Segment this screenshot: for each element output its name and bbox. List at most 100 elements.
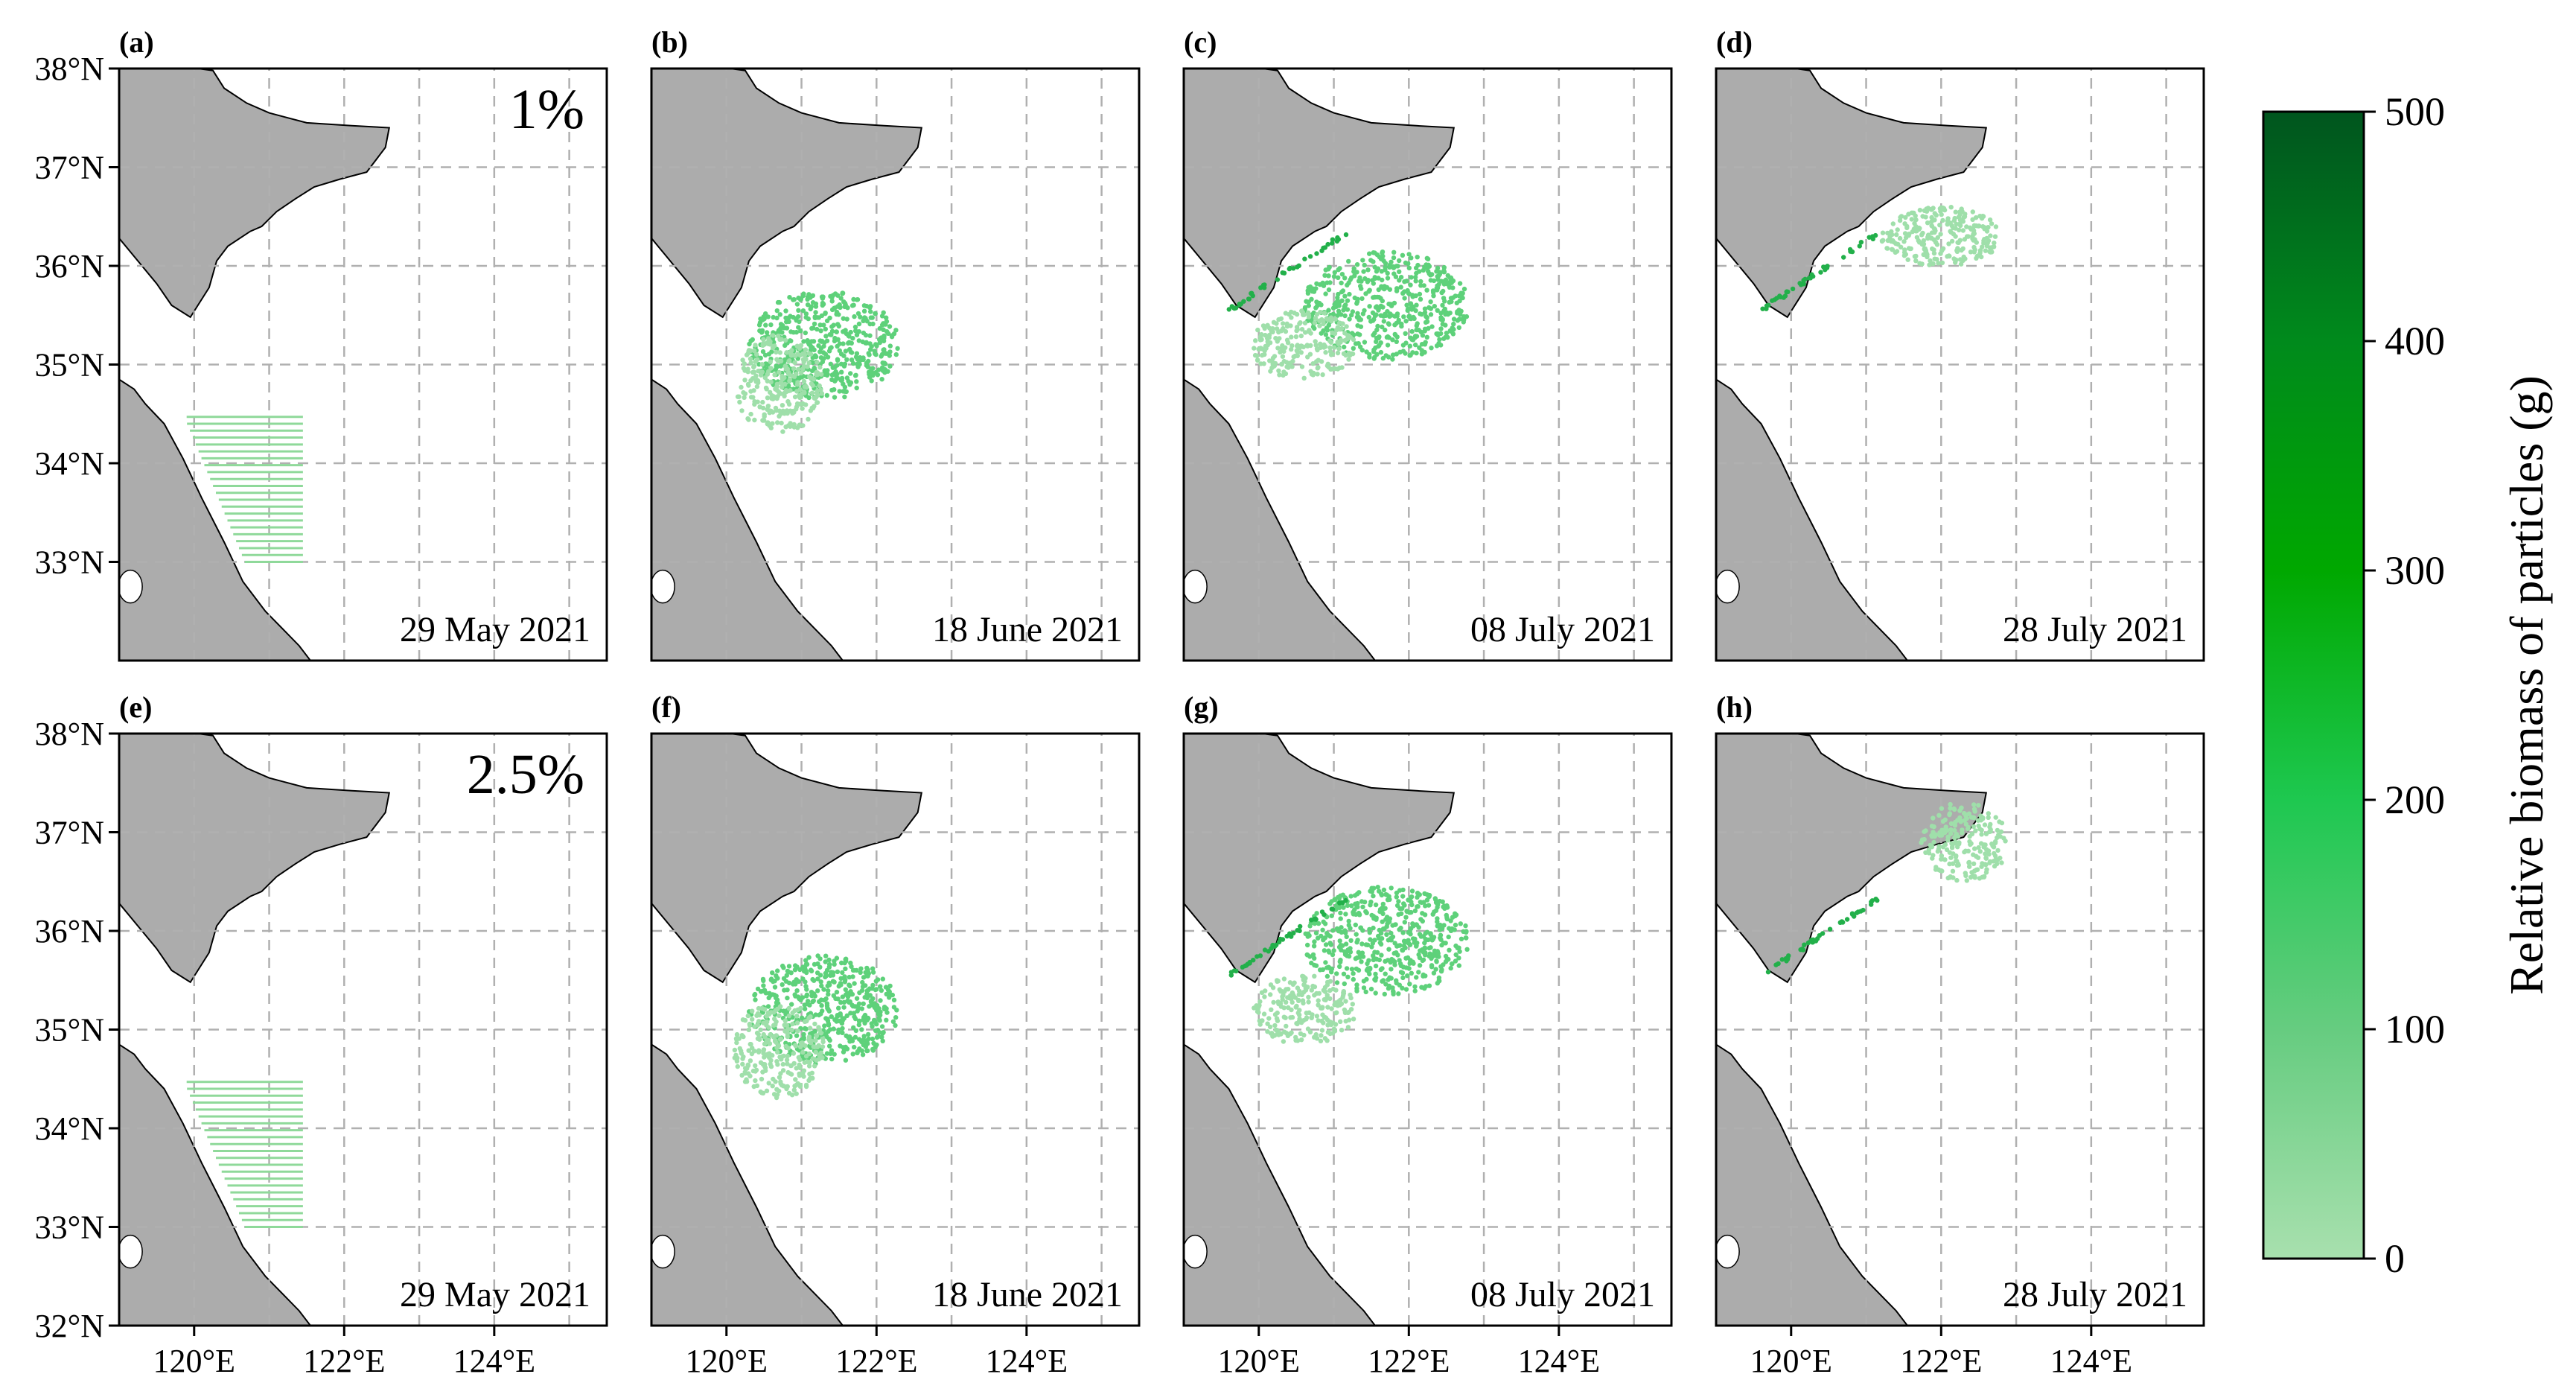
particle xyxy=(1972,874,1977,879)
particle xyxy=(1343,999,1348,1004)
particle xyxy=(846,333,851,338)
particle xyxy=(1275,1018,1281,1023)
particle xyxy=(1309,960,1314,966)
particle xyxy=(757,319,763,325)
particle xyxy=(889,333,895,338)
particle xyxy=(1392,941,1397,946)
particle xyxy=(1327,979,1333,984)
particle xyxy=(1409,888,1415,894)
particle xyxy=(1907,232,1912,237)
particle xyxy=(1939,833,1945,838)
particle xyxy=(1266,949,1272,954)
particle xyxy=(1373,978,1378,983)
particle xyxy=(796,423,802,428)
particle xyxy=(1866,235,1872,240)
particle xyxy=(1272,354,1278,359)
particle xyxy=(824,1003,830,1008)
particle xyxy=(1367,304,1372,309)
particle xyxy=(792,394,798,400)
particle xyxy=(1429,272,1435,277)
particle xyxy=(1937,223,1942,228)
particle xyxy=(796,325,801,330)
particle xyxy=(817,956,823,961)
particle xyxy=(1422,946,1428,951)
particle xyxy=(1307,328,1312,333)
particle xyxy=(1913,213,1918,218)
particle xyxy=(826,1028,831,1034)
particle xyxy=(1422,310,1428,315)
particle xyxy=(1453,952,1458,958)
particle xyxy=(1973,828,1978,833)
particle xyxy=(1398,275,1404,280)
particle xyxy=(1986,815,1991,821)
particle xyxy=(1932,226,1937,232)
particle xyxy=(791,378,796,383)
particle xyxy=(816,1043,821,1049)
particle xyxy=(1316,998,1321,1003)
particle xyxy=(1976,223,1981,229)
particle xyxy=(861,1001,866,1007)
particle xyxy=(1390,352,1396,357)
particle xyxy=(1389,303,1394,308)
particle xyxy=(1319,1018,1324,1024)
particle xyxy=(1893,249,1898,255)
particle xyxy=(1352,907,1357,912)
particle xyxy=(791,314,796,320)
particle xyxy=(761,418,767,423)
particle xyxy=(1327,901,1333,906)
particle xyxy=(1948,205,1954,210)
particle xyxy=(1380,249,1386,255)
particle xyxy=(854,351,860,356)
particle xyxy=(814,326,820,332)
particle xyxy=(1266,1016,1272,1021)
particle xyxy=(739,1051,745,1056)
particle xyxy=(1400,894,1406,899)
particle xyxy=(761,337,766,342)
particle xyxy=(1342,338,1348,343)
colorbar-tick-label: 200 xyxy=(2385,777,2445,822)
particle xyxy=(832,1017,838,1023)
particle xyxy=(789,1002,794,1007)
particle xyxy=(842,361,848,366)
particle xyxy=(1302,305,1308,311)
particle xyxy=(1339,280,1344,286)
particle xyxy=(740,1061,745,1067)
particle xyxy=(1271,319,1277,325)
particle xyxy=(852,1034,858,1040)
particle xyxy=(1371,925,1376,931)
particle xyxy=(1406,290,1412,296)
particle xyxy=(773,1022,778,1028)
particle xyxy=(810,293,816,299)
particle xyxy=(1983,842,1988,847)
particle xyxy=(1919,232,1925,238)
particle xyxy=(1406,929,1412,935)
colorbar-tick-label: 400 xyxy=(2385,319,2445,363)
particle xyxy=(1995,827,2000,833)
particle xyxy=(1379,953,1384,958)
lon-tick-label: 122°E xyxy=(1368,1343,1450,1377)
particle-cloud xyxy=(1760,205,1999,311)
particle xyxy=(806,1063,812,1069)
particle xyxy=(1394,320,1399,326)
particle xyxy=(895,346,900,352)
particle xyxy=(1978,813,1983,818)
particle xyxy=(792,353,798,359)
particle xyxy=(1373,971,1378,977)
particle xyxy=(850,1052,855,1057)
particle xyxy=(1827,926,1833,932)
lat-tick-label: 35°N xyxy=(35,1012,104,1049)
lat-tick-label: 33°N xyxy=(35,1209,104,1246)
particle xyxy=(1415,904,1420,909)
particle xyxy=(1351,346,1356,351)
particle xyxy=(761,983,766,988)
particle xyxy=(1275,999,1281,1005)
particle xyxy=(1954,831,1960,837)
particle xyxy=(775,358,781,363)
particle xyxy=(1400,343,1406,348)
particle xyxy=(817,365,823,370)
particle xyxy=(1953,209,1958,214)
particle xyxy=(1770,298,1775,303)
particle xyxy=(1295,997,1301,1003)
particle xyxy=(1820,931,1826,936)
particle xyxy=(1281,270,1287,276)
